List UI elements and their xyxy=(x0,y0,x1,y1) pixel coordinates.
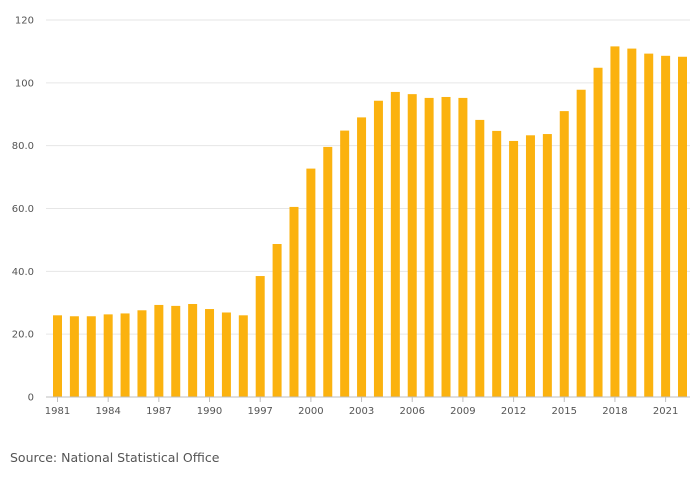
x-tick-label: 1990 xyxy=(197,406,222,417)
x-tick-label: 2009 xyxy=(450,406,475,417)
y-tick-label: 40.0 xyxy=(12,267,34,278)
bar-2016 xyxy=(576,89,586,398)
bar-1989 xyxy=(188,304,198,397)
bar-1981 xyxy=(53,315,62,397)
bar-2009 xyxy=(458,97,468,397)
bar-2007 xyxy=(424,97,434,397)
bar-1991 xyxy=(221,312,231,397)
bar-2013 xyxy=(525,135,535,397)
x-axis-ticks: 1981 1984 1987 1990 1997 2000 2003 2006 2009 2012… xyxy=(45,397,678,417)
bar-2011 xyxy=(492,130,502,398)
bar-2001 xyxy=(323,146,333,397)
x-tick-label: 2003 xyxy=(349,406,374,417)
y-tick-label: 100 xyxy=(15,78,34,89)
bar-2005 xyxy=(390,91,400,398)
bar-2015 xyxy=(559,111,569,397)
bar-2003 xyxy=(357,117,367,398)
bar-1997 xyxy=(255,276,265,397)
bar-2018 xyxy=(610,46,620,397)
x-tick-label: 1987 xyxy=(146,406,171,417)
x-tick-label: 1997 xyxy=(247,406,272,417)
x-tick-label: 2021 xyxy=(653,406,678,417)
x-tick-label: 2012 xyxy=(501,406,526,417)
bar-2012 xyxy=(509,140,519,397)
bar-2021 xyxy=(661,55,671,397)
bar-1982 xyxy=(69,316,79,397)
bar-1998 xyxy=(272,244,282,397)
bar-1983 xyxy=(86,316,96,397)
source-note: Source: National Statistical Office xyxy=(10,450,220,465)
x-tick-label: 1981 xyxy=(45,406,70,417)
bar-2004 xyxy=(373,100,383,397)
x-tick-label: 2006 xyxy=(400,406,425,417)
bar-2020 xyxy=(644,53,654,397)
bar-2008 xyxy=(441,96,451,398)
y-tick-label: 0 xyxy=(28,393,34,404)
x-tick-label: 1984 xyxy=(95,406,120,417)
bar-2014 xyxy=(542,134,552,398)
bar-chart: 0 20.0 40.0 60.0 80.0 100 120 1981 1984 1987 1990… xyxy=(12,16,690,417)
x-tick-label: 2015 xyxy=(552,406,577,417)
bar-1986 xyxy=(137,310,147,397)
gridlines xyxy=(46,19,690,335)
bar-2019 xyxy=(627,48,637,397)
y-tick-label: 120 xyxy=(15,16,34,27)
bar-1987 xyxy=(154,304,164,397)
y-tick-label: 80.0 xyxy=(12,141,34,152)
y-tick-label: 20.0 xyxy=(12,330,34,341)
bar-1990 xyxy=(205,309,215,397)
bar-2017 xyxy=(593,67,603,398)
bars xyxy=(53,46,687,398)
bar-1985 xyxy=(120,313,130,397)
bar-1999 xyxy=(289,206,299,397)
bar-2022 xyxy=(678,56,687,397)
bar-2010 xyxy=(475,119,485,397)
bar-1992 xyxy=(238,315,248,397)
bar-2002 xyxy=(340,130,350,397)
x-tick-label: 2018 xyxy=(602,406,627,417)
y-axis-ticks: 0 20.0 40.0 60.0 80.0 100 120 xyxy=(12,16,34,404)
bar-1988 xyxy=(171,305,181,397)
bar-2000 xyxy=(306,168,316,397)
bar-2006 xyxy=(407,94,417,397)
x-tick-label: 2000 xyxy=(298,406,323,417)
y-tick-label: 60.0 xyxy=(12,204,34,215)
bar-1984 xyxy=(103,314,113,397)
